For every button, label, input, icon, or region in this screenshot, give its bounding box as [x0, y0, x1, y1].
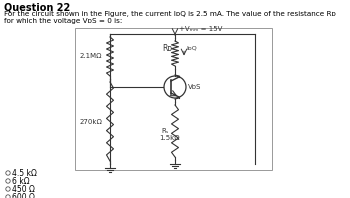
Text: 270kΩ: 270kΩ [80, 118, 103, 125]
Text: 6 kΩ: 6 kΩ [12, 176, 30, 186]
Text: Rₛ: Rₛ [161, 128, 168, 134]
Text: 1.5kΩ: 1.5kΩ [159, 135, 180, 141]
Text: 4.5 kΩ: 4.5 kΩ [12, 168, 37, 177]
Text: Question 22: Question 22 [4, 3, 70, 13]
Text: IᴅQ: IᴅQ [186, 45, 197, 50]
Text: For the circuit shown in the Figure, the current IᴅQ is 2.5 mA. The value of the: For the circuit shown in the Figure, the… [4, 11, 336, 17]
Text: for which the voltage VᴅS = 0 is:: for which the voltage VᴅS = 0 is: [4, 18, 122, 24]
Text: 450 Ω: 450 Ω [12, 185, 35, 193]
Text: VᴅS: VᴅS [188, 84, 201, 90]
Text: 600 Ω: 600 Ω [12, 192, 35, 198]
Text: +Vₘₘ = 15V: +Vₘₘ = 15V [179, 26, 222, 32]
Text: 2.1MΩ: 2.1MΩ [80, 53, 103, 60]
Bar [75, 28, 272, 170]
Text: Rᴅ: Rᴅ [162, 44, 172, 53]
